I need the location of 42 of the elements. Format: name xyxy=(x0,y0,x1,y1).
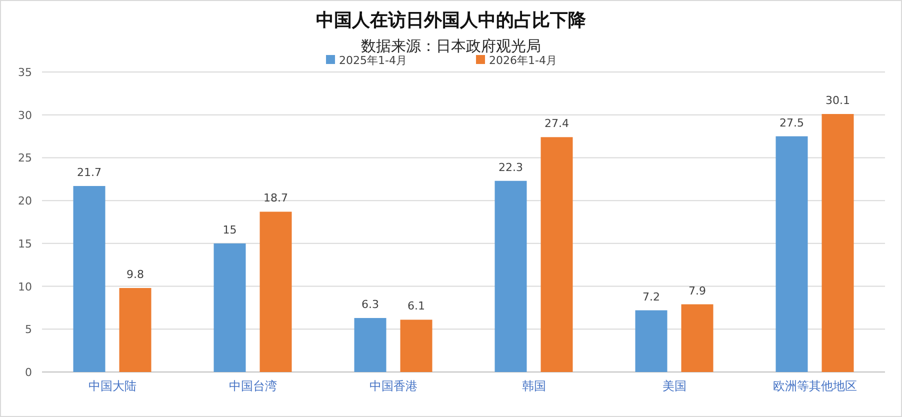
bar xyxy=(540,137,573,372)
y-tick-label: 10 xyxy=(18,280,32,294)
y-tick-label: 35 xyxy=(18,66,32,79)
bar xyxy=(119,288,152,372)
legend-label: 2026年1-4月 xyxy=(489,54,557,67)
data-label: 15 xyxy=(222,223,237,236)
bar xyxy=(635,310,668,372)
bar xyxy=(681,304,714,372)
data-label: 27.5 xyxy=(780,116,804,130)
data-label: 7.9 xyxy=(688,284,706,298)
data-label: 6.3 xyxy=(362,298,379,311)
x-tick-label: 中国台湾 xyxy=(228,379,277,393)
data-label: 6.1 xyxy=(408,300,425,313)
legend-label: 2025年1-4月 xyxy=(339,54,407,67)
y-tick-label: 25 xyxy=(18,152,32,165)
y-tick-label: 15 xyxy=(18,237,32,250)
x-tick-label: 中国大陆 xyxy=(88,379,136,393)
y-tick-label: 0 xyxy=(25,366,32,379)
data-label: 9.8 xyxy=(126,268,144,281)
chart-subtitle: 数据来源：日本政府观光局 xyxy=(361,37,541,55)
bar xyxy=(260,212,292,372)
y-tick-label: 5 xyxy=(25,323,32,336)
data-label: 18.7 xyxy=(264,192,288,205)
data-label: 27.4 xyxy=(544,117,569,130)
y-tick-label: 20 xyxy=(18,194,32,208)
y-tick-label: 30 xyxy=(18,108,32,122)
data-label: 21.7 xyxy=(77,166,102,179)
x-tick-label: 美国 xyxy=(662,379,686,393)
bar xyxy=(73,186,106,372)
bar xyxy=(822,114,854,372)
bar xyxy=(214,243,246,372)
bar xyxy=(776,136,808,372)
x-tick-label: 欧洲等其他地区 xyxy=(772,379,857,393)
bar xyxy=(400,320,432,372)
bar xyxy=(494,180,527,372)
x-tick-label: 中国香港 xyxy=(369,379,418,393)
data-label: 22.3 xyxy=(498,160,523,174)
x-tick-label: 韩国 xyxy=(522,379,546,393)
data-label: 30.1 xyxy=(826,94,850,107)
bar xyxy=(354,318,386,372)
chart-title: 中国人在访日外国人中的占比下降 xyxy=(316,10,587,31)
data-label: 7.2 xyxy=(642,290,660,304)
